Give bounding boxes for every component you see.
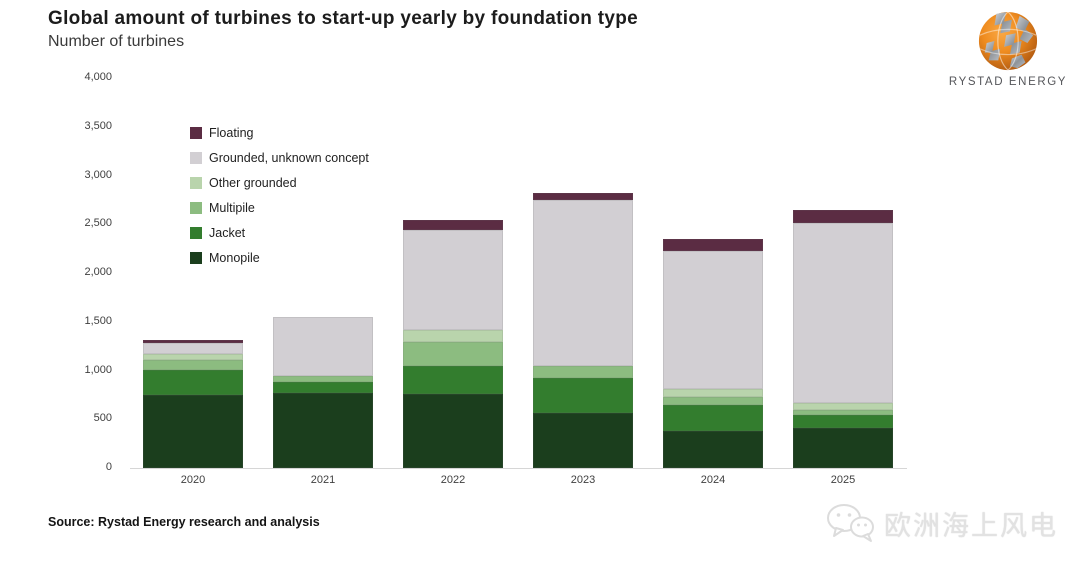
segment-monopile — [663, 430, 763, 468]
legend-label: Grounded, unknown concept — [209, 150, 369, 165]
chart-subtitle: Number of turbines — [48, 33, 185, 50]
legend-swatch — [190, 176, 202, 189]
segment-grounded-unknown-concept — [663, 251, 763, 390]
segment-multipile — [793, 409, 893, 416]
legend-label: Multipile — [209, 200, 255, 215]
bar-2022 — [403, 78, 503, 468]
legend-swatch — [190, 251, 202, 264]
bar-2025 — [793, 78, 893, 468]
watermark: 欧洲海上风电 — [824, 500, 1058, 546]
legend-label: Monopile — [209, 250, 260, 265]
segment-floating — [143, 340, 243, 344]
segment-monopile — [533, 412, 633, 468]
chart-title: Global amount of turbines to start-up ye… — [48, 8, 638, 29]
segment-jacket — [793, 415, 893, 428]
legend-item-multipile: Multipile — [190, 195, 369, 220]
x-axis-tick-label: 2024 — [700, 474, 726, 486]
segment-floating — [793, 209, 893, 224]
bar-2024 — [663, 78, 763, 468]
x-axis-tick-label: 2021 — [310, 474, 336, 486]
segment-other-grounded — [143, 353, 243, 360]
x-axis-tick-label: 2025 — [830, 474, 856, 486]
logo-wordmark: RYSTAD ENERGY — [948, 76, 1068, 88]
y-axis-tick-label: 1,500 — [84, 314, 112, 327]
legend-swatch — [190, 126, 202, 139]
globe-icon — [978, 11, 1038, 71]
y-axis-tick-label: 3,500 — [84, 119, 112, 132]
segment-grounded-unknown-concept — [533, 200, 633, 367]
segment-floating — [663, 238, 763, 252]
bar-2020 — [143, 78, 243, 468]
segment-other-grounded — [663, 389, 763, 397]
y-axis-tick-label: 1,000 — [84, 363, 112, 376]
legend-swatch — [190, 226, 202, 239]
legend-item-other-grounded: Other grounded — [190, 170, 369, 195]
segment-monopile — [403, 394, 503, 468]
y-axis-tick-label: 0 — [105, 461, 112, 473]
segment-monopile — [793, 427, 893, 468]
x-axis-tick-label: 2022 — [440, 474, 466, 486]
segment-multipile — [273, 375, 373, 382]
source-note: Source: Rystad Energy research and analy… — [48, 515, 320, 529]
segment-multipile — [663, 396, 763, 405]
wechat-icon — [827, 504, 874, 542]
legend-item-monopile: Monopile — [190, 245, 369, 270]
segment-grounded-unknown-concept — [403, 230, 503, 331]
segment-monopile — [273, 393, 373, 468]
chart-legend: Floating Grounded, unknown concept Other g… — [190, 120, 369, 270]
x-axis: 2020 2021 2022 2023 2024 2025 — [130, 474, 907, 494]
segment-floating — [403, 220, 503, 231]
segment-jacket — [663, 404, 763, 431]
legend-swatch — [190, 151, 202, 164]
segment-jacket — [403, 365, 503, 395]
legend-label: Other grounded — [209, 175, 297, 190]
segment-grounded-unknown-concept — [143, 343, 243, 354]
segment-grounded-unknown-concept — [793, 223, 893, 404]
segment-multipile — [143, 359, 243, 371]
legend-label: Jacket — [209, 225, 246, 240]
rystad-energy-logo: RYSTAD ENERGY — [944, 10, 1072, 88]
y-axis-tick-label: 4,000 — [84, 71, 112, 83]
y-axis: 0 500 1,000 1,500 2,000 2,500 3,000 3,500 4,000 — [0, 71, 112, 473]
bar-2021 — [273, 78, 373, 468]
segment-monopile — [143, 394, 243, 468]
legend-item-grounded-unknown-concept: Grounded, unknown concept — [190, 145, 369, 170]
watermark-text: 欧洲海上风电 — [884, 510, 1058, 541]
y-axis-tick-label: 500 — [93, 412, 112, 425]
y-axis-tick-label: 2,000 — [84, 266, 112, 278]
segment-other-grounded — [403, 330, 503, 342]
y-axis-tick-label: 2,500 — [84, 217, 112, 230]
segment-floating — [533, 192, 633, 201]
legend-swatch — [190, 201, 202, 214]
segment-multipile — [533, 366, 633, 379]
y-axis-tick-label: 3,000 — [84, 168, 112, 181]
legend-item-jacket: Jacket — [190, 220, 369, 245]
x-axis-tick-label: 2023 — [570, 474, 596, 486]
segment-jacket — [143, 370, 243, 395]
legend-label: Floating — [209, 125, 254, 140]
segment-other-grounded — [793, 403, 893, 410]
segment-grounded-unknown-concept — [273, 317, 373, 376]
x-axis-tick-label: 2020 — [180, 474, 206, 486]
segment-multipile — [403, 341, 503, 366]
bar-chart-plot-area — [130, 78, 907, 469]
segment-jacket — [273, 381, 373, 394]
bar-2023 — [533, 78, 633, 468]
legend-item-floating: Floating — [190, 120, 369, 145]
segment-jacket — [533, 378, 633, 413]
